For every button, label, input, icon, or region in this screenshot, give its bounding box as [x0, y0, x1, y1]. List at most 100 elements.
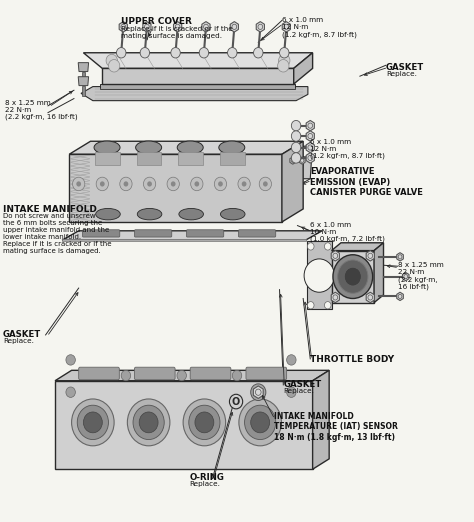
Polygon shape [55, 370, 329, 381]
Text: INTAKE MANIFOLD: INTAKE MANIFOLD [3, 205, 97, 214]
Text: Replace.: Replace. [190, 481, 220, 487]
Polygon shape [313, 370, 329, 469]
Circle shape [195, 412, 214, 433]
Circle shape [183, 399, 226, 446]
Circle shape [139, 412, 158, 433]
Polygon shape [100, 84, 295, 89]
FancyBboxPatch shape [79, 367, 119, 379]
Circle shape [72, 399, 114, 446]
Polygon shape [374, 243, 383, 303]
Circle shape [292, 121, 301, 131]
Polygon shape [55, 381, 313, 469]
Polygon shape [83, 53, 313, 68]
Polygon shape [137, 152, 161, 164]
Circle shape [242, 181, 246, 186]
FancyBboxPatch shape [82, 230, 120, 237]
Polygon shape [331, 251, 339, 261]
Circle shape [199, 48, 209, 58]
Polygon shape [307, 241, 331, 309]
Polygon shape [69, 141, 303, 155]
Text: INTAKE MANIFOLD
TEMPERATURE (IAT) SENSOR
18 N·m (1.8 kgf·m, 13 lbf·ft): INTAKE MANIFOLD TEMPERATURE (IAT) SENSOR… [274, 412, 398, 442]
Text: O: O [232, 397, 240, 407]
Ellipse shape [219, 141, 245, 154]
Polygon shape [402, 272, 409, 281]
Text: UPPER COVER: UPPER COVER [121, 17, 192, 26]
Circle shape [292, 131, 301, 141]
Polygon shape [69, 155, 282, 222]
Circle shape [96, 177, 109, 191]
Circle shape [239, 399, 282, 446]
Polygon shape [366, 292, 374, 303]
Circle shape [128, 399, 170, 446]
Circle shape [177, 370, 186, 381]
Polygon shape [282, 141, 303, 222]
Polygon shape [78, 63, 89, 72]
Circle shape [292, 153, 301, 163]
Circle shape [218, 181, 223, 186]
Polygon shape [282, 21, 291, 32]
Text: Replace.: Replace. [386, 71, 417, 77]
Polygon shape [102, 68, 294, 84]
Circle shape [147, 181, 152, 186]
Text: 6 x 1.0 mm
10 N·m
(1.0 kgf·m, 7.2 lbf·ft): 6 x 1.0 mm 10 N·m (1.0 kgf·m, 7.2 lbf·ft… [310, 222, 385, 242]
Circle shape [280, 48, 289, 58]
Circle shape [279, 54, 290, 67]
Text: Replace if it is cracked or if the
mating surface is damaged.: Replace if it is cracked or if the matin… [121, 26, 233, 39]
Polygon shape [306, 131, 314, 141]
Polygon shape [82, 72, 85, 82]
Ellipse shape [179, 208, 203, 220]
Polygon shape [173, 21, 182, 32]
Polygon shape [143, 21, 151, 32]
Circle shape [117, 48, 126, 58]
Circle shape [337, 260, 368, 293]
Text: O-RING: O-RING [190, 473, 225, 482]
Polygon shape [294, 53, 313, 84]
Circle shape [304, 259, 334, 292]
Circle shape [287, 387, 296, 397]
Ellipse shape [96, 208, 120, 220]
Circle shape [109, 60, 120, 72]
FancyBboxPatch shape [190, 367, 231, 379]
Text: GASKET: GASKET [386, 63, 424, 72]
Polygon shape [366, 251, 374, 261]
Circle shape [106, 54, 118, 67]
Polygon shape [256, 21, 264, 32]
Text: Replace.: Replace. [3, 338, 34, 343]
Circle shape [292, 143, 301, 153]
Polygon shape [78, 77, 89, 86]
Ellipse shape [94, 141, 120, 154]
Circle shape [228, 48, 237, 58]
Circle shape [194, 181, 199, 186]
Circle shape [191, 177, 203, 191]
Polygon shape [289, 157, 312, 179]
Polygon shape [230, 21, 238, 32]
Polygon shape [397, 253, 403, 261]
FancyBboxPatch shape [135, 230, 172, 237]
Ellipse shape [137, 208, 162, 220]
Polygon shape [178, 152, 203, 164]
Text: THROTTLE BODY: THROTTLE BODY [310, 355, 394, 364]
Polygon shape [62, 239, 306, 241]
Circle shape [232, 370, 242, 381]
Circle shape [171, 48, 180, 58]
Circle shape [133, 405, 164, 440]
Polygon shape [306, 143, 314, 153]
Text: 8 x 1.25 mm
22 N·m
(2.2 kgf·m, 16 lbf·ft): 8 x 1.25 mm 22 N·m (2.2 kgf·m, 16 lbf·ft… [5, 100, 78, 120]
Circle shape [73, 177, 85, 191]
Circle shape [121, 370, 131, 381]
Circle shape [259, 177, 272, 191]
Circle shape [324, 302, 331, 309]
Polygon shape [95, 152, 120, 164]
Polygon shape [202, 21, 210, 32]
Circle shape [245, 405, 276, 440]
Polygon shape [82, 86, 85, 97]
Polygon shape [306, 153, 314, 163]
Circle shape [287, 355, 296, 365]
Polygon shape [397, 292, 403, 301]
FancyBboxPatch shape [246, 367, 287, 379]
Circle shape [333, 255, 373, 299]
Polygon shape [331, 292, 339, 303]
Text: 6 x 1.0 mm
12 N·m
(1.2 kgf·m, 8.7 lbf·ft): 6 x 1.0 mm 12 N·m (1.2 kgf·m, 8.7 lbf·ft… [282, 17, 357, 38]
Circle shape [214, 177, 227, 191]
Polygon shape [220, 152, 245, 164]
